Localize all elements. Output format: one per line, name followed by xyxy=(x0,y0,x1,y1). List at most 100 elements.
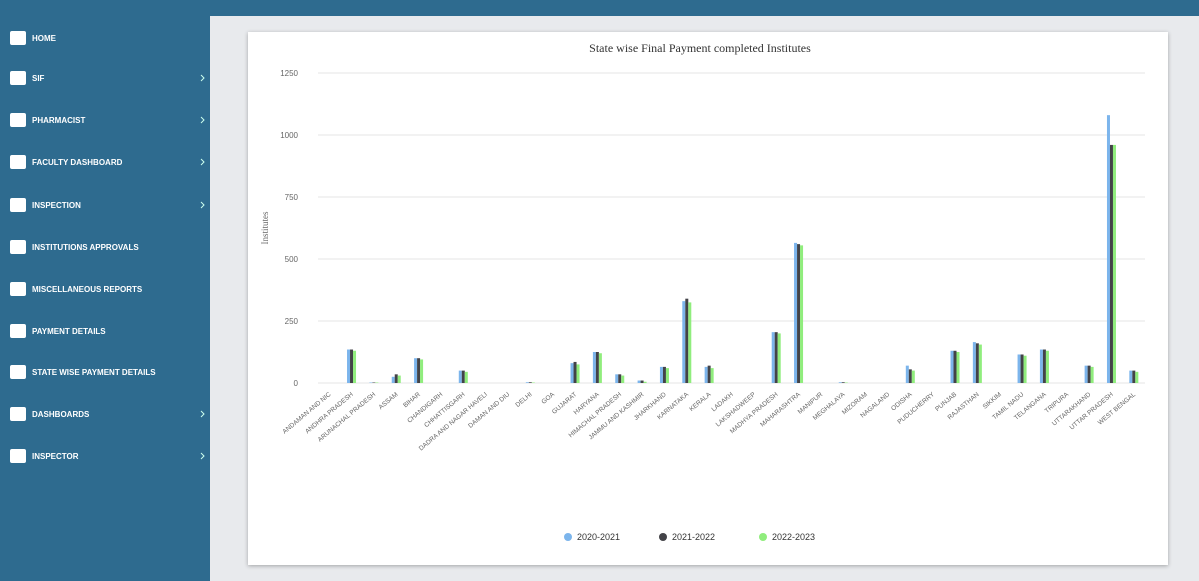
bar xyxy=(621,375,625,383)
bar xyxy=(414,358,418,383)
chart-card: State wise Final Payment completed Insti… xyxy=(248,32,1168,565)
bar xyxy=(688,302,692,383)
bar xyxy=(953,350,957,383)
nav-label: DASHBOARDS xyxy=(32,409,90,419)
bar xyxy=(911,370,915,383)
bar xyxy=(1112,144,1116,383)
bar xyxy=(972,342,976,383)
bar xyxy=(640,380,644,383)
nav-item[interactable]: PHARMACIST xyxy=(10,110,205,130)
bar xyxy=(777,333,781,383)
bar xyxy=(659,366,663,383)
bar xyxy=(1135,371,1139,383)
bar xyxy=(978,344,982,383)
nav-icon xyxy=(10,407,26,421)
bar xyxy=(643,381,647,383)
nav-label: FACULTY DASHBOARD xyxy=(32,157,123,167)
nav-label: INSPECTOR xyxy=(32,451,79,461)
nav-item[interactable]: HOME xyxy=(10,28,205,48)
bar xyxy=(618,374,622,383)
nav-icon xyxy=(10,31,26,45)
bar xyxy=(1087,365,1091,383)
y-tick-label: 250 xyxy=(285,317,299,326)
nav-item[interactable]: FACULTY DASHBOARD xyxy=(10,152,205,172)
nav-item[interactable]: DASHBOARDS xyxy=(10,404,205,424)
bar xyxy=(794,242,798,383)
bar xyxy=(1132,370,1136,383)
bar xyxy=(417,358,421,383)
bar xyxy=(397,375,401,383)
bar xyxy=(1090,366,1094,383)
bar xyxy=(595,352,599,383)
nav-icon xyxy=(10,282,26,296)
bar xyxy=(394,374,398,383)
y-axis-label: Institutes xyxy=(260,211,270,244)
chevron xyxy=(200,116,205,124)
bar xyxy=(1017,354,1021,383)
nav-label: STATE WISE PAYMENT DETAILS xyxy=(32,367,156,377)
nav-item[interactable]: MISCELLANEOUS REPORTS xyxy=(10,279,205,299)
bar xyxy=(1106,115,1110,383)
bar xyxy=(771,332,775,383)
bar xyxy=(525,382,529,383)
chevron xyxy=(200,452,205,460)
x-tick-label: UTTARAKHAND xyxy=(1051,391,1093,428)
bar xyxy=(570,363,574,383)
legend-label: 2020-2021 xyxy=(577,532,620,542)
y-tick-label: 1250 xyxy=(280,69,298,78)
nav-icon xyxy=(10,240,26,254)
bar xyxy=(592,352,596,383)
nav-item[interactable]: INSPECTOR xyxy=(10,446,205,466)
bar xyxy=(975,343,979,383)
bar xyxy=(458,370,462,383)
bar xyxy=(710,368,714,383)
bar xyxy=(615,374,619,383)
nav-item[interactable]: STATE WISE PAYMENT DETAILS xyxy=(10,362,205,382)
bar xyxy=(707,365,711,383)
x-tick-label: MAHARASHTRA xyxy=(759,391,802,429)
nav-icon xyxy=(10,198,26,212)
nav-item[interactable]: SIF xyxy=(10,68,205,88)
bar xyxy=(1109,144,1113,383)
nav-label: PHARMACIST xyxy=(32,115,86,125)
bar xyxy=(637,380,641,383)
x-tick-label: KERALA xyxy=(688,391,713,413)
bar xyxy=(1084,365,1088,383)
legend-label: 2022-2023 xyxy=(772,532,815,542)
bar xyxy=(685,298,689,383)
chevron xyxy=(200,410,205,418)
top-bar xyxy=(210,0,1199,16)
chevron xyxy=(200,74,205,82)
bar xyxy=(774,332,778,383)
nav-item[interactable]: INSPECTION xyxy=(10,195,205,215)
x-tick-label: DAMAN AND DIU xyxy=(467,391,511,430)
nav-icon xyxy=(10,449,26,463)
nav-item[interactable]: PAYMENT DETAILS xyxy=(10,321,205,341)
bar xyxy=(662,366,666,383)
nav-icon xyxy=(10,365,26,379)
bar xyxy=(704,366,708,383)
bar xyxy=(1042,349,1046,383)
bar xyxy=(800,245,804,383)
bar xyxy=(665,368,669,383)
nav-item[interactable]: INSTITUTIONS APPROVALS xyxy=(10,237,205,257)
nav-label: SIF xyxy=(32,73,45,83)
bar xyxy=(528,382,532,383)
bar xyxy=(347,349,351,383)
nav-icon xyxy=(10,155,26,169)
bar xyxy=(1020,354,1024,383)
chevron xyxy=(200,201,205,209)
bar xyxy=(1129,370,1133,383)
bar xyxy=(1045,350,1049,383)
bar xyxy=(1023,355,1027,383)
chart-title: State wise Final Payment completed Insti… xyxy=(589,41,811,55)
bar xyxy=(682,301,686,383)
chevron xyxy=(200,158,205,166)
bar xyxy=(905,365,909,383)
bar xyxy=(598,353,602,383)
sidebar: HOME SIF PHARMACIST FACULTY DASHBOARD INSPEC… xyxy=(0,0,210,581)
nav-label: HOME xyxy=(32,33,56,43)
legend-label: 2021-2022 xyxy=(672,532,715,542)
bar xyxy=(797,244,801,383)
bar xyxy=(573,361,577,383)
